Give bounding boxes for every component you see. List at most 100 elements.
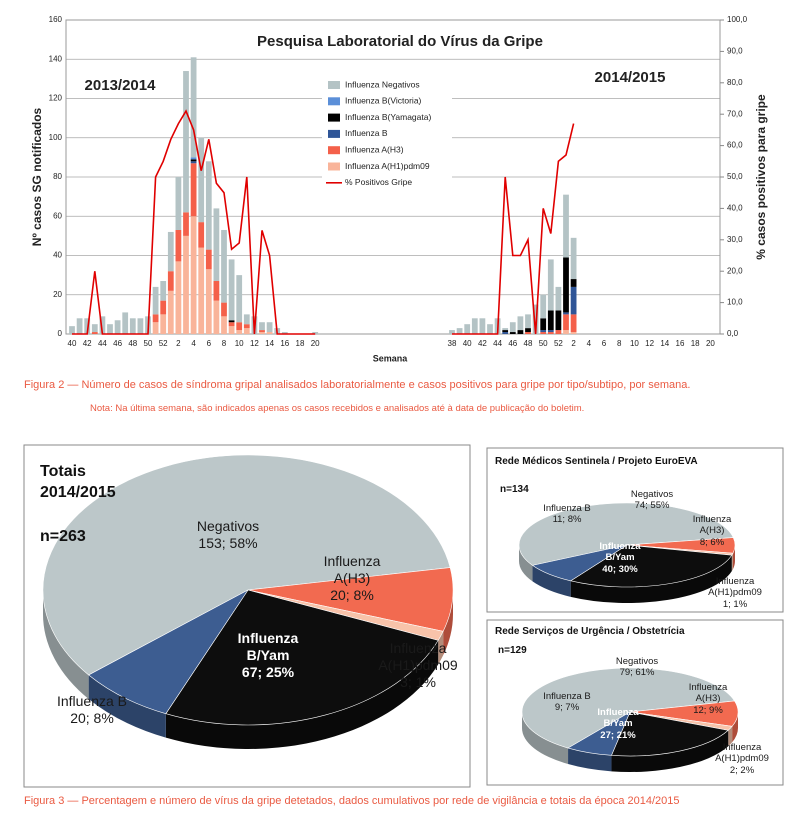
pie-title: Rede Médicos Sentinela / Projeto EuroEVA (495, 456, 698, 467)
x-tick-label: 6 (207, 339, 212, 348)
pie-side (43, 590, 89, 699)
slice-category: Negativos (196, 518, 260, 534)
pie-slice (531, 544, 628, 582)
x-tick-label: 4 (191, 339, 196, 348)
slice-label: Influenza B/Yam 27; 21% (586, 707, 650, 741)
bar-segment (563, 257, 569, 313)
bar-segment (190, 157, 197, 160)
legend-label: Influenza A(H3) (345, 144, 404, 154)
bar-segment (259, 322, 265, 331)
bar-segment (198, 137, 205, 223)
pie-slice (42, 454, 451, 676)
y-tick-label: 80 (53, 172, 62, 181)
x-tick-label: 48 (128, 339, 137, 348)
bar-segment (190, 159, 197, 162)
figure-3-box-2 (486, 619, 784, 786)
pie-side (522, 712, 569, 765)
legend-label: Influenza B(Victoria) (345, 96, 422, 106)
legend-swatch (328, 81, 340, 89)
bar-segment (563, 194, 569, 258)
figure-note: Nota: Na última semana, são indicados ap… (90, 403, 585, 414)
bar-segment (175, 229, 182, 262)
pie-side (731, 553, 733, 572)
x-tick-label: 8 (617, 339, 622, 348)
bar-segment (570, 286, 577, 315)
pie-title: Rede Serviços de Urgência / Obstetrícia (495, 626, 685, 637)
bar-segment (517, 316, 524, 331)
legend-swatch (328, 129, 340, 138)
bar-segment (167, 231, 174, 272)
x-tick-label: 14 (660, 339, 669, 348)
bar-segment (532, 304, 539, 334)
slice-value: 9; 7% (554, 702, 580, 714)
bar-segment (502, 328, 509, 331)
slice-label: Influenza B 11; 8% (531, 503, 603, 526)
x-tick-label: 18 (691, 339, 700, 348)
x-tick-label: 44 (98, 339, 107, 348)
bar-segment (266, 332, 273, 334)
x-tick-label: 42 (478, 339, 487, 348)
y2-tick-label: 50,0 (727, 172, 743, 181)
x-tick-label: 2 (176, 339, 181, 348)
y2-tick-label: 40,0 (727, 204, 743, 213)
pie-side (732, 545, 735, 570)
slice-value: 20; 8% (330, 586, 374, 603)
slice-label: Influenza B 20; 8% (40, 693, 144, 727)
figure-caption: Figura 3 — Percentagem e número de vírus… (24, 795, 680, 807)
legend-label: Influenza A(H1)pdm09 (345, 161, 430, 171)
x-tick-label: 16 (280, 339, 289, 348)
y2-axis-label: % casos positivos para gripe (754, 94, 768, 260)
pie-title: Totais 2014/2015 (40, 463, 116, 501)
pie-side (570, 555, 732, 603)
x-tick-label: 52 (554, 339, 563, 348)
pie-side (532, 565, 571, 597)
slice-category: Negativos (615, 656, 659, 667)
bar-segment (236, 330, 243, 334)
slice-label: Influenza A(H1)pdm09 2; 2% (709, 742, 775, 776)
figure-3-box-1 (486, 447, 784, 613)
x-tick-label: 8 (222, 339, 227, 348)
pie-slice (518, 502, 734, 566)
slice-value: 40; 30% (602, 563, 638, 575)
x-tick-label: 12 (645, 339, 654, 348)
bar-segment (555, 310, 562, 331)
bar-segment (175, 261, 182, 334)
slice-category: Influenza A(H1)pdm09 (378, 640, 458, 673)
y2-tick-label: 20,0 (727, 266, 743, 275)
bar-segment (479, 318, 486, 334)
slice-label: Influenza B/Yam 40; 30% (588, 541, 652, 575)
slice-label: Negativos 79; 61% (605, 656, 669, 679)
bar-segment (69, 326, 75, 334)
bar-segment (167, 290, 174, 334)
slice-label: Influenza B 9; 7% (531, 691, 603, 714)
legend-swatch (328, 146, 340, 155)
figure-caption: Figura 2 — Número de casos de síndroma g… (24, 379, 691, 391)
pie-slice (611, 711, 729, 757)
bar-segment (213, 208, 220, 282)
bar-segment (99, 316, 106, 334)
bar-segment (502, 330, 509, 333)
x-tick-label: 6 (602, 339, 607, 348)
bar-segment (266, 322, 273, 333)
slice-value: 3; 1% (400, 673, 436, 690)
bar-segment (563, 330, 569, 334)
x-tick-label: 20 (706, 339, 715, 348)
bar-segment (555, 286, 562, 311)
slice-value: 27; 21% (600, 729, 636, 741)
x-tick-label: 12 (250, 339, 259, 348)
pie-slice (247, 567, 454, 632)
bar-segment (509, 332, 516, 334)
bar-segment (547, 310, 554, 331)
bar-segment (243, 314, 250, 325)
bar-segment (525, 314, 531, 329)
slice-category: Influenza B (543, 503, 591, 514)
y-tick-label: 100 (49, 133, 63, 142)
y-tick-label: 40 (53, 251, 62, 260)
legend-label: % Positivos Gripe (345, 177, 412, 187)
bar-segment (137, 318, 144, 334)
bar-segment (236, 275, 243, 323)
pie-subtitle: n=263 (40, 528, 86, 545)
bar-segment (198, 222, 205, 248)
bar-segment (243, 324, 250, 329)
slice-category: Influenza A(H3) (692, 514, 732, 537)
